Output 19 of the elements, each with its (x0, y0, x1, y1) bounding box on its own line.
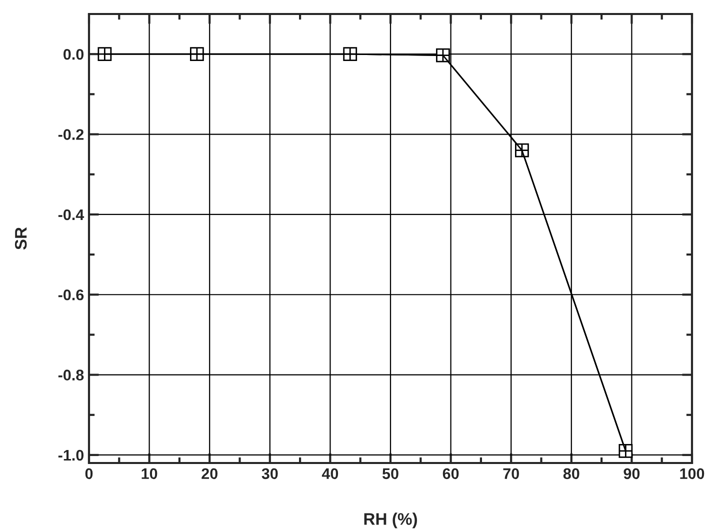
y-axis-title: SR (14, 227, 27, 250)
y-tick-label: -0.4 (58, 209, 84, 220)
x-tick-label: 100 (680, 468, 704, 480)
y-tick-label: -0.8 (58, 370, 84, 380)
x-tick-label: 60 (442, 468, 459, 480)
x-tick-label: 30 (262, 468, 278, 480)
x-tick-label: 0 (85, 468, 93, 480)
x-tick-label: 10 (142, 468, 158, 480)
y-tick-label: -1.0 (58, 450, 84, 461)
y-tick-label: 0.0 (64, 48, 84, 60)
y-tick-label: -0.6 (58, 289, 84, 300)
x-tick-label: 20 (202, 468, 218, 480)
x-tick-label: 80 (563, 468, 580, 480)
x-tick-label: 50 (382, 468, 398, 480)
x-tick-label: 40 (322, 468, 338, 480)
x-tick-label: 90 (624, 468, 640, 480)
x-axis-title: RH (%) (364, 512, 417, 528)
y-tick-label: -0.2 (58, 129, 84, 140)
x-tick-label: 70 (503, 468, 519, 480)
